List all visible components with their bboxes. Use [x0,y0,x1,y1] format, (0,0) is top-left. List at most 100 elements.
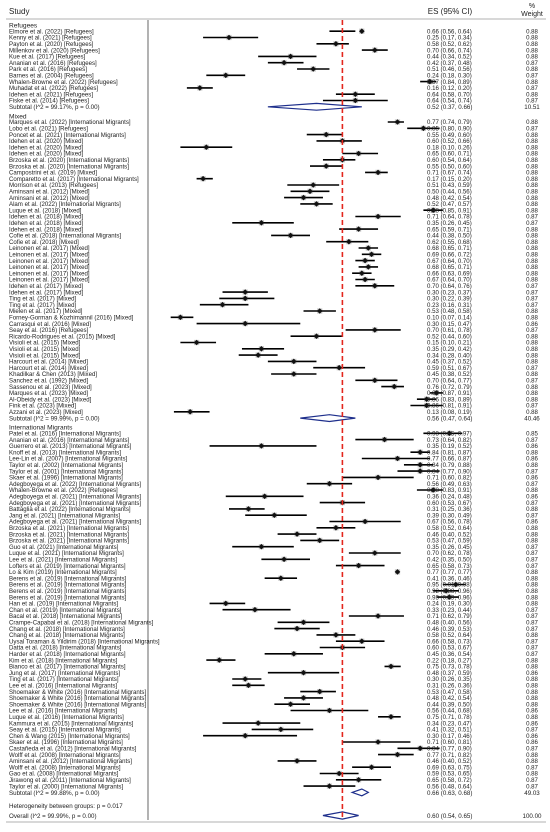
point-estimate [446,430,453,437]
effect-ci: 0.44 (0.34, 0.52) [427,54,472,61]
effect-ci: 0.15 (0.10, 0.21) [427,340,472,347]
point-estimate [372,283,378,289]
weight-value: 0.88 [526,277,538,284]
group-title: Mixed [9,113,27,120]
effect-ci: 0.71 (0.64, 0.78) [427,214,472,221]
study-label: Cofie et al. (2018) [International Migra… [9,233,121,240]
effect-ci: 0.65 (0.59, 0.71) [427,226,472,233]
study-label: Adegboyega et al. (2021) [International … [9,494,141,501]
study-label: Luque et al. (2021) [International Migra… [9,550,124,557]
point-estimate [245,506,252,512]
study-label: Khadilkar & Chen (2013) [Mixed] [9,371,97,378]
effect-ci: 0.46 (0.40, 0.52) [427,758,472,765]
study-label: Harder et al. (2018) [International Migr… [9,651,126,658]
weight-value: 0.88 [526,396,538,403]
effect-ci: 0.23 (0.16, 0.31) [427,302,472,309]
point-estimate [278,575,284,581]
study-label: Kammura et al. (2015) [International Mig… [9,720,134,727]
point-estimate [433,390,440,396]
weight-value: 0.88 [526,601,538,608]
study-label: Elmore et al. (2022) [Refugees] [9,28,94,35]
weight-value: 0.88 [526,270,538,277]
point-estimate [287,701,294,707]
effect-ci: 0.69 (0.63, 0.75) [427,764,472,771]
study-label: Leinonen et al. (2017) [Mixed] [9,252,90,259]
heterogeneity-label: Heterogeneity between groups: p = 0.017 [9,803,123,810]
study-label: Sassenou et al. (2023) [Mixed] [9,384,92,391]
point-estimate [372,327,378,333]
point-estimate [368,764,375,770]
weight-value: 0.86 [526,456,538,463]
weight-value: 0.88 [526,176,538,183]
subtotal-es: 0.66 (0.63, 0.68) [427,790,472,797]
point-estimate [291,358,297,365]
subtotal-diamond [350,788,370,797]
weight-value: 0.87 [526,289,538,296]
weight-value: 0.87 [526,645,538,652]
point-estimate [352,97,359,104]
study-label: Lee-Lin et al. (2007) [International Mig… [9,456,128,463]
effect-ci: 0.60 (0.53, 0.67) [427,645,472,652]
point-estimate [372,47,378,53]
weight-value: 0.88 [526,308,538,315]
study-label: Marques et al. (2023) [Mixed] [9,390,89,397]
point-estimate [258,543,265,550]
study-label: Fiske et al. (2014) [Refugees] [9,98,89,105]
point-estimate [216,657,223,663]
weight-value: 0.88 [526,359,538,366]
header-study: Study [9,7,29,16]
weight-value: 0.87 [526,98,538,105]
study-label: Taylor et al. (2002) [International Migr… [9,462,123,469]
effect-ci: 0.55 (0.49, 0.60) [427,132,472,139]
effect-ci: 0.30 (0.23, 0.37) [427,289,472,296]
effect-ci: 0.62 (0.55, 0.68) [427,239,472,246]
study-label: Forney-Gorman & Kozhimannil (2016) [Mixe… [9,315,134,322]
point-estimate [326,783,333,789]
point-estimate [281,556,287,563]
point-estimate [453,581,459,588]
point-estimate [388,663,394,670]
effect-ci: 0.51 (0.46, 0.56) [427,66,472,73]
effect-ci: 0.84 (0.77, 0.90) [427,746,472,753]
study-label: Chan et al. (2019) [International Migran… [9,607,122,614]
point-estimate [245,682,252,689]
weight-value: 0.87 [526,365,538,372]
effect-ci: 0.24 (0.18, 0.30) [427,73,472,80]
weight-value: 0.88 [526,752,538,759]
study-label: Idehen et al. (2018) [Mixed] [9,226,83,233]
weight-value: 0.88 [526,35,538,42]
weight-value: 0.87 [526,214,538,221]
effect-ci: 0.68 (0.65, 0.71) [427,264,472,271]
weight-value: 0.88 [526,346,538,353]
weight-value: 0.88 [526,390,538,397]
point-estimate [300,695,307,701]
point-estimate [316,688,323,695]
point-estimate [336,770,342,777]
point-estimate [375,739,381,745]
point-estimate [423,402,430,409]
point-estimate [278,726,284,733]
point-estimate [394,119,401,125]
weight-value: 0.88 [526,144,538,151]
weight-value: 0.87 [526,468,538,475]
study-label: Visioli et al. (2015) [Mixed] [9,340,81,347]
point-estimate [365,264,372,270]
study-label: Shoemaker & White (2016) [International … [9,689,146,696]
point-estimate [242,320,248,327]
study-label: Brzoska et al. (2021) [International Mig… [9,531,129,538]
subtotal-label: Subtotal (I^2 = 99.17%, p = 0.00) [9,104,100,111]
point-estimate [242,289,248,295]
weight-value: 0.88 [526,245,538,252]
weight-value: 0.88 [526,487,538,494]
study-label: Adegboyega et al. (2021) [International … [9,519,141,526]
point-estimate [372,550,378,556]
weight-value: 0.87 [526,563,538,570]
weight-value: 0.86 [526,494,538,501]
weight-value: 0.86 [526,708,538,715]
study-label: Barnes et al. (2004) [Refugees] [9,73,94,80]
weight-value: 0.88 [526,170,538,177]
point-estimate [316,537,323,544]
weight-value: 0.88 [526,239,538,246]
study-label: Berens et al. (2019) [International Migr… [9,588,127,595]
